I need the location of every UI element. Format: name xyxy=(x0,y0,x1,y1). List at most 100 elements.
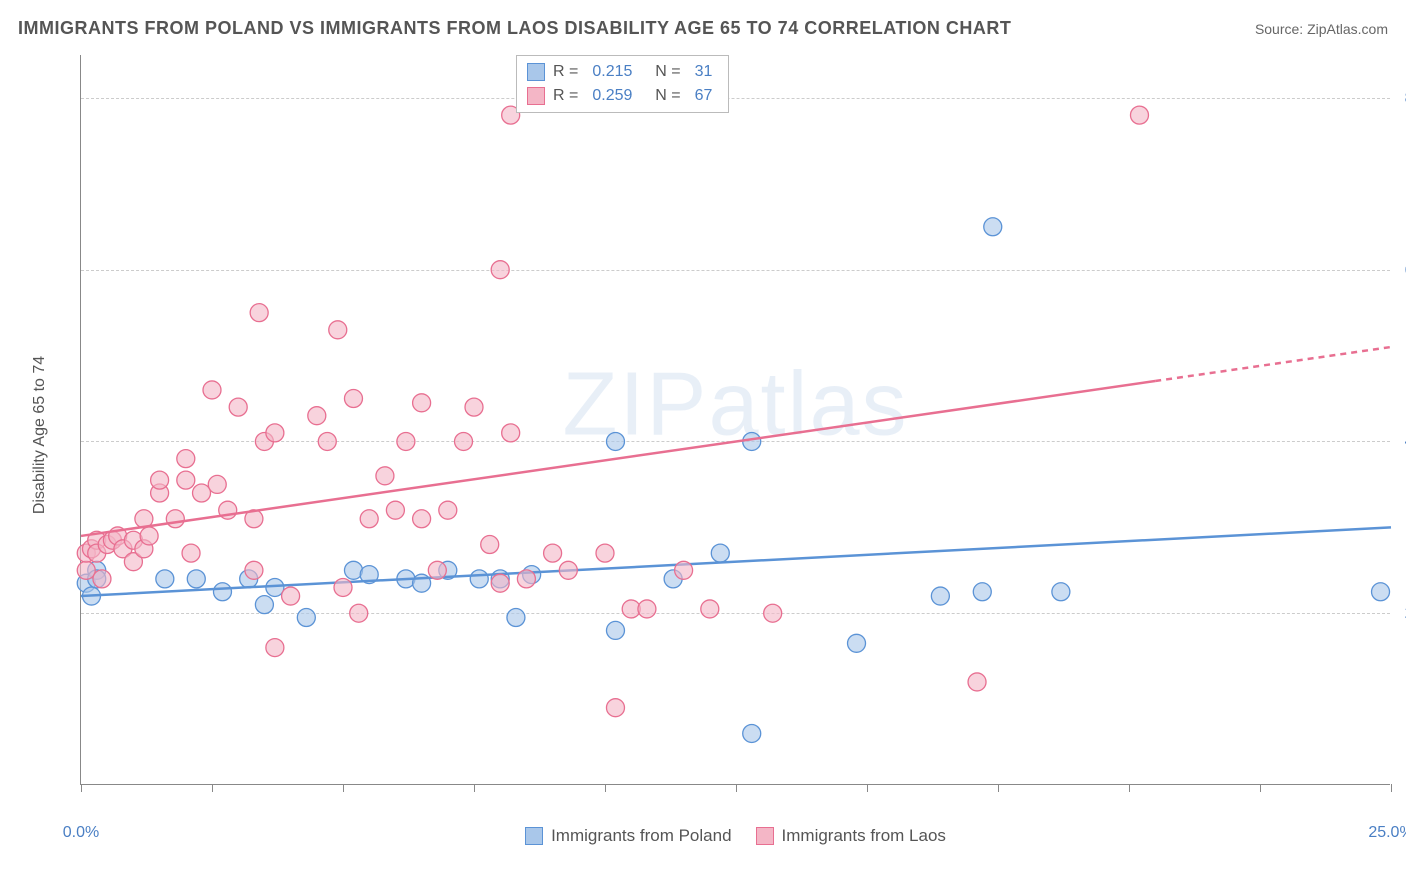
data-point xyxy=(701,600,719,618)
data-point xyxy=(245,561,263,579)
x-tick xyxy=(998,784,999,792)
data-point xyxy=(596,544,614,562)
x-tick xyxy=(474,784,475,792)
data-point xyxy=(297,609,315,627)
data-point xyxy=(507,609,525,627)
x-tick xyxy=(81,784,82,792)
data-point xyxy=(481,536,499,554)
data-point xyxy=(1372,583,1390,601)
stat-n-label: N = xyxy=(646,84,680,108)
x-tick xyxy=(1129,784,1130,792)
stat-r-value: 0.215 xyxy=(592,60,632,84)
data-point xyxy=(203,381,221,399)
data-point xyxy=(360,510,378,528)
stat-n-value: 31 xyxy=(695,60,713,84)
stat-n-value: 67 xyxy=(695,84,713,108)
data-point xyxy=(151,471,169,489)
stat-r-label: R = xyxy=(553,84,578,108)
data-point xyxy=(606,621,624,639)
stat-n-label: N = xyxy=(646,60,680,84)
data-point xyxy=(413,394,431,412)
data-point xyxy=(491,261,509,279)
x-tick xyxy=(1391,784,1392,792)
plot-svg xyxy=(81,55,1390,784)
data-point xyxy=(764,604,782,622)
header-row: IMMIGRANTS FROM POLAND VS IMMIGRANTS FRO… xyxy=(18,18,1388,39)
chart-area: Disability Age 65 to 74 ZIPatlas 20.0%40… xyxy=(50,55,1390,815)
bottom-legend: Immigrants from Poland Immigrants from La… xyxy=(81,826,1390,846)
data-point xyxy=(282,587,300,605)
data-point xyxy=(455,432,473,450)
data-point xyxy=(1052,583,1070,601)
y-tick-label: 60.0% xyxy=(1395,262,1406,280)
data-point xyxy=(266,424,284,442)
stat-r-label: R = xyxy=(553,60,578,84)
source-link[interactable]: ZipAtlas.com xyxy=(1307,21,1388,37)
data-point xyxy=(743,724,761,742)
legend-item: Immigrants from Poland xyxy=(525,826,731,846)
data-point xyxy=(140,527,158,545)
data-point xyxy=(413,510,431,528)
data-point xyxy=(491,574,509,592)
data-point xyxy=(350,604,368,622)
y-axis-label: Disability Age 65 to 74 xyxy=(31,356,49,514)
y-tick-label: 80.0% xyxy=(1395,90,1406,108)
series-swatch xyxy=(527,63,545,81)
data-point xyxy=(93,570,111,588)
data-point xyxy=(397,432,415,450)
legend-swatch xyxy=(756,827,774,845)
x-tick xyxy=(867,784,868,792)
data-point xyxy=(973,583,991,601)
data-point xyxy=(502,424,520,442)
data-point xyxy=(984,218,1002,236)
data-point xyxy=(675,561,693,579)
chart-title: IMMIGRANTS FROM POLAND VS IMMIGRANTS FRO… xyxy=(18,18,1011,39)
series-swatch xyxy=(527,87,545,105)
y-tick-label: 40.0% xyxy=(1395,433,1406,451)
data-point xyxy=(465,398,483,416)
x-tick xyxy=(605,784,606,792)
data-point xyxy=(166,510,184,528)
stats-row: R = 0.215 N = 31 xyxy=(527,60,718,84)
legend-label: Immigrants from Poland xyxy=(551,826,731,846)
x-tick xyxy=(212,784,213,792)
data-point xyxy=(470,570,488,588)
data-point xyxy=(638,600,656,618)
x-tick xyxy=(1260,784,1261,792)
legend-item: Immigrants from Laos xyxy=(756,826,946,846)
stats-row: R = 0.259 N = 67 xyxy=(527,84,718,108)
legend-swatch xyxy=(525,827,543,845)
data-point xyxy=(177,471,195,489)
data-point xyxy=(559,561,577,579)
data-point xyxy=(968,673,986,691)
data-point xyxy=(208,475,226,493)
data-point xyxy=(606,432,624,450)
data-point xyxy=(308,407,326,425)
data-point xyxy=(213,583,231,601)
data-point xyxy=(428,561,446,579)
data-point xyxy=(711,544,729,562)
data-point xyxy=(517,570,535,588)
data-point xyxy=(266,639,284,657)
trend-line xyxy=(81,527,1391,596)
data-point xyxy=(334,578,352,596)
y-tick-label: 20.0% xyxy=(1395,605,1406,623)
data-point xyxy=(187,570,205,588)
data-point xyxy=(544,544,562,562)
data-point xyxy=(177,450,195,468)
data-point xyxy=(329,321,347,339)
legend-label: Immigrants from Laos xyxy=(782,826,946,846)
data-point xyxy=(77,561,95,579)
data-point xyxy=(344,390,362,408)
stats-legend-box: R = 0.215 N = 31 R = 0.259 N = 67 xyxy=(516,55,729,113)
data-point xyxy=(606,699,624,717)
data-point xyxy=(255,596,273,614)
source-attribution: Source: ZipAtlas.com xyxy=(1255,21,1388,37)
data-point xyxy=(1130,106,1148,124)
x-tick xyxy=(736,784,737,792)
stat-r-value: 0.259 xyxy=(592,84,632,108)
data-point xyxy=(931,587,949,605)
data-point xyxy=(743,432,761,450)
data-point xyxy=(376,467,394,485)
plot-region: ZIPatlas 20.0%40.0%60.0%80.0% 0.0%25.0% … xyxy=(80,55,1390,785)
